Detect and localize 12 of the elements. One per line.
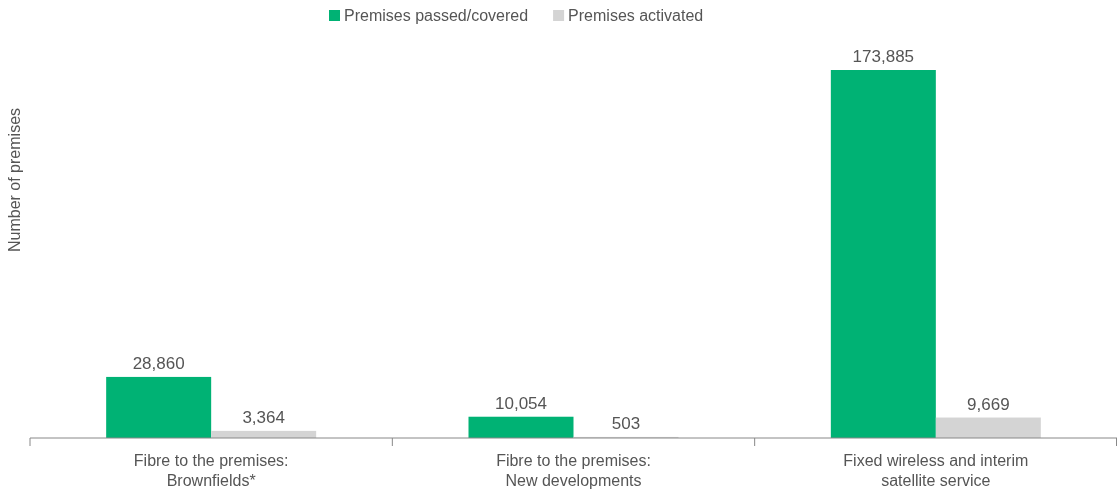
data-label: 3,364 (242, 407, 285, 427)
legend-label: Premises activated (568, 7, 704, 24)
data-label: 503 (611, 413, 641, 433)
x-tick-label: Fibre to the premises: New developments (496, 452, 651, 489)
data-label: 28,860 (132, 353, 185, 373)
data-label: 173,885 (852, 47, 915, 66)
x-tick-label: Fibre to the premises: Brownfields* (133, 452, 289, 489)
x-tick-label: Fixed wireless and interim satellite service (843, 452, 1029, 489)
data-label: 9,669 (967, 394, 1010, 414)
legend-label: Premises passed/covered (344, 7, 529, 24)
y-axis-title: Number of premises (6, 107, 23, 253)
data-label: 10,054 (495, 393, 547, 413)
